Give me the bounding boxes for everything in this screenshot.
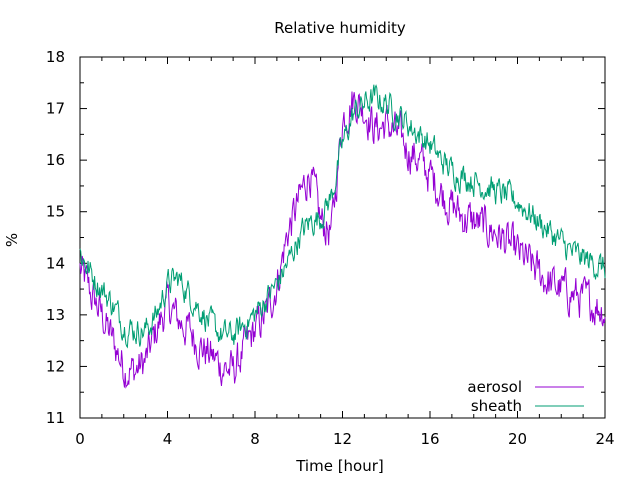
x-tick-label: 20 (508, 430, 527, 448)
legend-label-aerosol: aerosol (467, 378, 522, 396)
x-axis: 0 4 8 12 16 20 24 (75, 57, 615, 448)
series-line-sheath (79, 84, 606, 349)
y-axis: 11 12 13 14 15 16 17 18 (46, 48, 605, 427)
plot-border (79, 56, 606, 419)
y-tick-label: 18 (46, 48, 65, 66)
x-tick-label: 8 (250, 430, 260, 448)
x-tick-label: 0 (75, 430, 85, 448)
y-tick-label: 11 (46, 409, 65, 427)
y-tick-label: 15 (46, 203, 65, 221)
series-group (79, 84, 606, 389)
x-tick-label: 24 (595, 430, 614, 448)
plot-area (79, 56, 606, 419)
y-axis-label: % (3, 233, 21, 247)
x-tick-label: 16 (420, 430, 439, 448)
x-tick-label: 12 (333, 430, 352, 448)
y-tick-label: 14 (46, 254, 65, 272)
y-tick-label: 12 (46, 357, 65, 375)
series-line-aerosol (79, 91, 606, 389)
chart-title: Relative humidity (274, 19, 406, 37)
y-tick-label: 13 (46, 306, 65, 324)
y-tick-label: 17 (46, 100, 65, 118)
y-tick-label: 16 (46, 151, 65, 169)
x-axis-label: Time [hour] (295, 457, 384, 475)
legend-label-sheath: sheath (471, 397, 522, 415)
x-tick-label: 4 (163, 430, 173, 448)
